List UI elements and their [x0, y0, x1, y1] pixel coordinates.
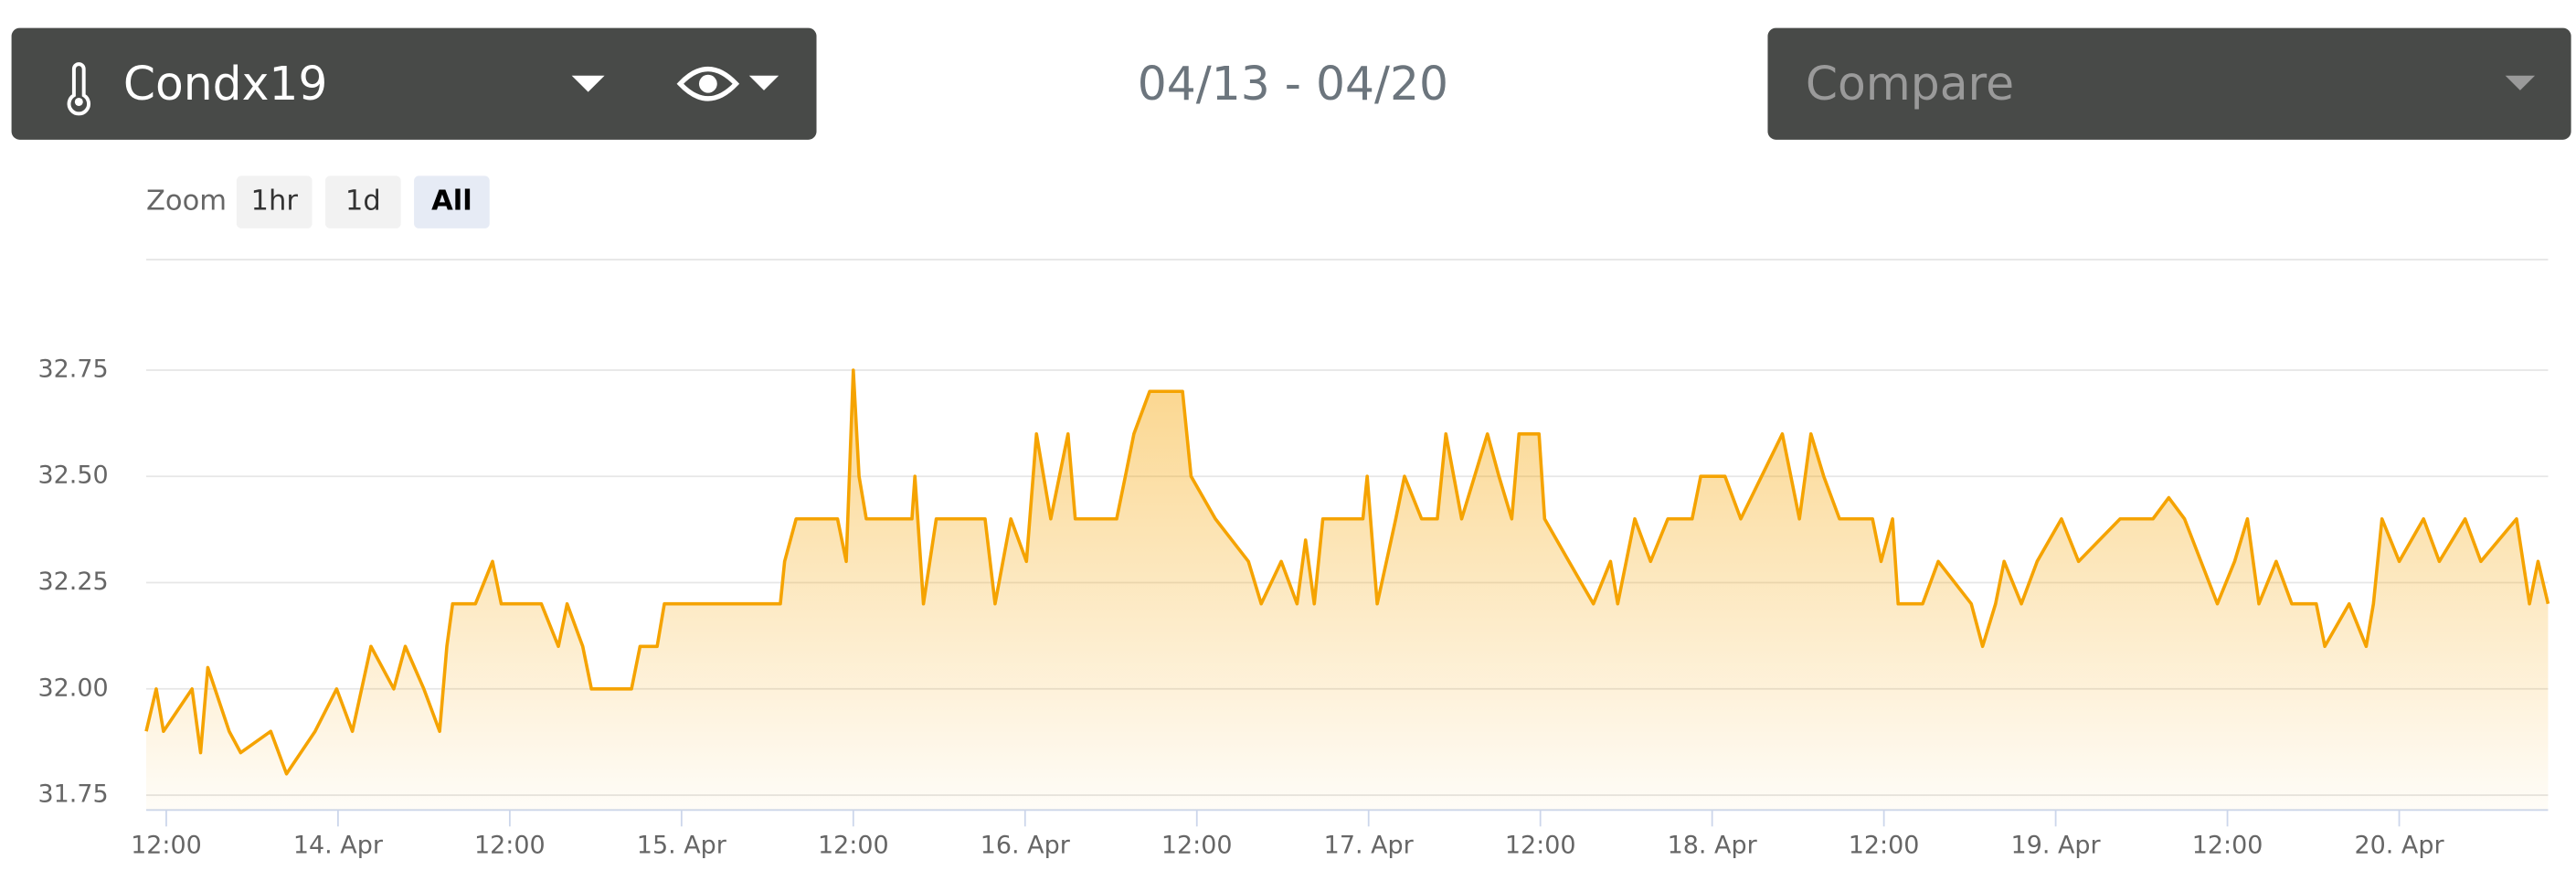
- thermometer-icon: [67, 62, 91, 116]
- eye-pupil: [698, 74, 717, 93]
- zoom-button[interactable]: 1d: [324, 175, 401, 228]
- x-tick-label: 12:00: [2192, 831, 2263, 859]
- button-label: All: [431, 186, 472, 218]
- y-tick-label: 31.75: [37, 780, 108, 809]
- x-tick-label: 18. Apr: [1668, 831, 1758, 859]
- chart: 31.75 32.00 32.25 32.50 32.75 12:00 14. Apr 12:…: [37, 259, 2550, 859]
- x-tick-label: 12:00: [131, 831, 202, 859]
- x-tick-label: 12:00: [1161, 831, 1233, 859]
- y-tick-label: 32.00: [37, 674, 108, 702]
- compare-dropdown[interactable]: Compare: [1767, 27, 2571, 140]
- caret: [571, 75, 605, 92]
- caret: [748, 75, 779, 90]
- x-tick-label: 12:00: [818, 831, 889, 859]
- x-tick-label: 12:00: [1505, 831, 1576, 859]
- button-label: 1hr: [251, 186, 299, 218]
- zoom-button[interactable]: 1hr: [236, 175, 313, 228]
- x-tick-label: 14. Apr: [293, 831, 384, 859]
- button-bg: [414, 175, 490, 228]
- button-bg: [236, 175, 313, 228]
- sensor-dropdown[interactable]: Condx19: [11, 27, 817, 140]
- zoom-button[interactable]: All: [414, 175, 490, 228]
- x-tick-label: 19. Apr: [2011, 831, 2102, 859]
- y-tick-label: 32.25: [37, 568, 108, 596]
- zoom-label: Zoom: [146, 186, 227, 218]
- y-tick-label: 32.75: [37, 355, 108, 383]
- view-toggle[interactable]: [676, 67, 779, 101]
- sensor-name: Condx19: [123, 57, 328, 111]
- date-range: 04/13 - 04/20: [1138, 57, 1448, 111]
- x-tick-label: 17. Apr: [1324, 831, 1415, 859]
- y-tick-label: 32.50: [37, 462, 108, 490]
- x-tick-label: 20. Apr: [2354, 831, 2444, 859]
- zoom-buttons: 1hr 1d All: [236, 175, 490, 228]
- button-label: 1d: [345, 186, 381, 218]
- eye-icon: [676, 67, 740, 101]
- thermometer-bulb: [74, 97, 83, 106]
- x-tick-label: 12:00: [474, 831, 546, 859]
- compare-placeholder: Compare: [1806, 57, 2014, 111]
- button-bg: [324, 175, 401, 228]
- x-tick-label: 12:00: [1849, 831, 1920, 859]
- x-tick-label: 16. Apr: [981, 831, 1071, 859]
- caret: [2505, 75, 2536, 90]
- area: [146, 370, 2549, 811]
- x-tick-label: 15. Apr: [637, 831, 727, 859]
- line: [144, 368, 2550, 776]
